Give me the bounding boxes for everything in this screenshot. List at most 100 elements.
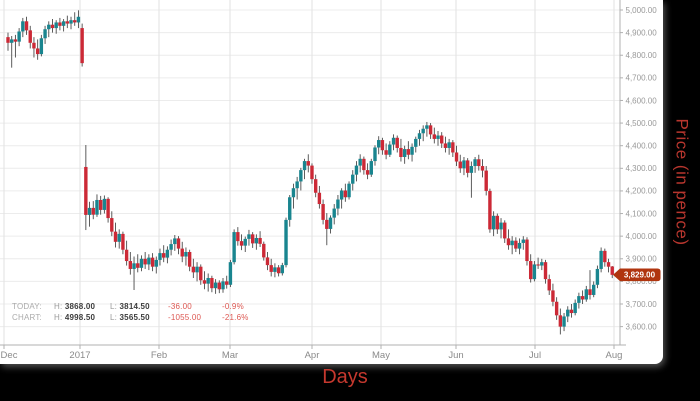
candle bbox=[551, 283, 555, 307]
y-tick-label: 4,200.00 bbox=[626, 187, 658, 196]
candle bbox=[91, 201, 95, 220]
chart-high-value: 4998.50 bbox=[64, 312, 96, 322]
x-tick-label: May bbox=[372, 350, 390, 361]
candle bbox=[517, 238, 522, 255]
candle bbox=[6, 32, 10, 51]
candle bbox=[113, 222, 118, 248]
candle bbox=[566, 306, 570, 323]
candle bbox=[69, 16, 73, 30]
candle bbox=[128, 251, 133, 275]
candle bbox=[554, 297, 559, 320]
candle bbox=[351, 170, 355, 191]
y-tick-label: 4,400.00 bbox=[626, 141, 658, 150]
y-tick-label: 4,300.00 bbox=[626, 164, 658, 173]
candle bbox=[225, 275, 229, 289]
candle bbox=[525, 237, 529, 266]
candle bbox=[584, 285, 588, 302]
candle bbox=[595, 265, 600, 289]
candle bbox=[339, 188, 344, 209]
candle bbox=[247, 229, 251, 246]
candle bbox=[606, 258, 611, 273]
candle bbox=[299, 167, 303, 191]
candle bbox=[473, 157, 477, 173]
candle bbox=[65, 15, 70, 29]
candle bbox=[317, 185, 322, 209]
candle bbox=[158, 248, 162, 266]
candle bbox=[173, 235, 177, 251]
candle bbox=[514, 237, 518, 252]
candle bbox=[228, 259, 233, 288]
candle bbox=[13, 34, 18, 58]
candle bbox=[35, 39, 40, 60]
candle bbox=[169, 239, 173, 256]
candle bbox=[391, 134, 396, 151]
chart-low-value: 3565.50 bbox=[119, 312, 150, 322]
x-tick-label: Apr bbox=[305, 350, 320, 361]
candle bbox=[558, 308, 563, 335]
candle bbox=[110, 211, 114, 237]
candle bbox=[410, 143, 414, 162]
candle bbox=[61, 19, 66, 32]
x-tick-label: Dec bbox=[1, 350, 18, 361]
candle bbox=[202, 271, 207, 290]
candle bbox=[562, 313, 566, 332]
candle bbox=[325, 213, 329, 246]
candle bbox=[232, 229, 236, 265]
candle bbox=[87, 201, 92, 227]
candle bbox=[462, 157, 466, 176]
today-low-label: L: bbox=[110, 302, 118, 311]
candle bbox=[399, 138, 403, 162]
candlestick-chart[interactable]: 5,000.00 4,900.00 4,800.00 4,700.00 4,600.00… bbox=[0, 0, 663, 364]
candle bbox=[121, 231, 125, 255]
candle bbox=[425, 121, 429, 137]
candle bbox=[295, 176, 299, 200]
candle bbox=[136, 254, 140, 273]
candle bbox=[154, 256, 158, 274]
chart-low-label: L: bbox=[110, 312, 118, 322]
high-low-legend: TODAY: H: 3868.00 L: 3814.50 -36.00 -0.9% CH… bbox=[12, 302, 249, 323]
candle bbox=[480, 159, 485, 178]
candle bbox=[477, 154, 481, 171]
y-tick-label: 4,600.00 bbox=[626, 96, 658, 105]
legend-row-chart: CHART: H: 4998.50 L: 3565.50 -1055.00 -21.6% bbox=[12, 313, 249, 324]
candle bbox=[488, 188, 492, 233]
y-tick-label: 4,800.00 bbox=[626, 51, 658, 60]
chart-panel: 5,000.00 4,900.00 4,800.00 4,700.00 4,600.00… bbox=[0, 0, 663, 364]
x-tick-label: Mar bbox=[222, 350, 238, 361]
candle bbox=[28, 25, 32, 49]
x-axis-labels: Dec 2017 Feb Mar Apr May Jun Jul Aug bbox=[1, 345, 622, 361]
candle bbox=[451, 140, 455, 158]
candle bbox=[73, 12, 77, 26]
candle bbox=[206, 273, 210, 292]
candle bbox=[332, 204, 336, 225]
candle bbox=[506, 229, 511, 250]
candle bbox=[495, 213, 500, 234]
candle bbox=[269, 258, 273, 277]
candle bbox=[580, 290, 585, 305]
candle bbox=[540, 258, 544, 271]
today-change: -36.00 bbox=[168, 302, 192, 311]
candle bbox=[58, 17, 62, 31]
candle bbox=[377, 136, 381, 155]
candle bbox=[365, 163, 370, 180]
candle bbox=[102, 195, 107, 214]
candle bbox=[536, 257, 540, 269]
candle bbox=[313, 174, 318, 198]
candle bbox=[458, 154, 462, 173]
candle bbox=[384, 143, 388, 160]
candle bbox=[210, 275, 214, 293]
candle bbox=[432, 127, 437, 144]
candle bbox=[414, 136, 418, 153]
candle bbox=[465, 158, 470, 178]
y-tick-label: 3,800.00 bbox=[626, 277, 658, 286]
y-tick-label: 3,900.00 bbox=[626, 255, 658, 264]
candle bbox=[17, 28, 21, 47]
candle bbox=[588, 270, 592, 300]
candle bbox=[443, 136, 448, 153]
chart-label: CHART: bbox=[12, 312, 42, 322]
candle bbox=[150, 253, 155, 272]
candle bbox=[258, 231, 262, 248]
y-tick-label: 4,100.00 bbox=[626, 209, 658, 218]
candle bbox=[106, 197, 110, 223]
candle bbox=[276, 265, 281, 277]
